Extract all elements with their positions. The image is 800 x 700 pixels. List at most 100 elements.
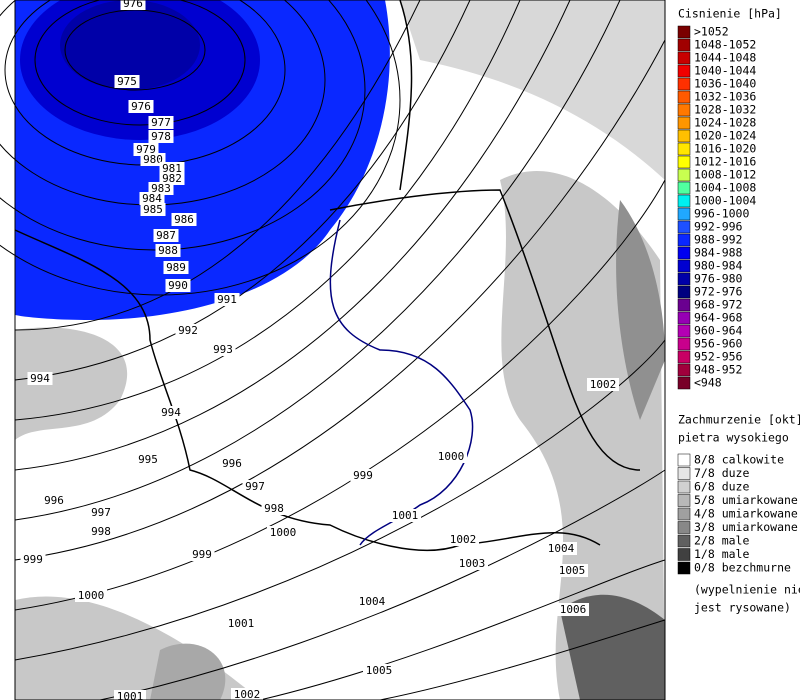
isobar-label-box bbox=[587, 378, 619, 391]
isobar-label-box bbox=[159, 172, 185, 185]
isobar-label-box bbox=[225, 617, 257, 630]
isobar-label: 1000 bbox=[438, 450, 465, 463]
legend-swatch bbox=[677, 507, 691, 521]
isobar-label-box bbox=[389, 509, 421, 522]
isobar-label: 996 bbox=[44, 494, 64, 507]
legend: Cisnienie [hPa] >10521048-10521044-10481… bbox=[668, 0, 800, 700]
isobar-label-box bbox=[447, 533, 479, 546]
legend-label: 972-976 bbox=[694, 285, 743, 299]
isobar-label-box bbox=[158, 406, 184, 419]
legend-swatch bbox=[677, 155, 691, 169]
legend-label: 1024-1028 bbox=[694, 116, 756, 130]
legend-label: 1004-1008 bbox=[694, 181, 756, 195]
isobar-label: 995 bbox=[138, 453, 158, 466]
isobar-label: 998 bbox=[264, 502, 284, 515]
legend-swatch bbox=[677, 259, 691, 273]
isobar-label-box bbox=[140, 153, 166, 166]
legend-swatch bbox=[677, 311, 691, 325]
isobar-label: 979 bbox=[136, 143, 156, 156]
legend-label: <948 bbox=[694, 376, 722, 390]
legend-swatch bbox=[677, 521, 691, 534]
isobar-label: 975 bbox=[117, 75, 137, 88]
legend-label: 1044-1048 bbox=[694, 51, 756, 65]
legend-swatch bbox=[677, 38, 691, 52]
legend-label: 956-960 bbox=[694, 337, 743, 351]
isobar-label-box bbox=[557, 603, 589, 616]
legend-label: 1016-1020 bbox=[694, 142, 756, 156]
legend-label: 960-964 bbox=[694, 324, 743, 338]
legend-label: 1008-1012 bbox=[694, 168, 756, 182]
legend-swatch bbox=[677, 246, 691, 260]
legend-swatch bbox=[677, 480, 691, 494]
isobar-label: 993 bbox=[213, 343, 233, 356]
legend-swatch bbox=[677, 233, 691, 247]
isobar-label: 1004 bbox=[548, 542, 575, 555]
isobar-label-box bbox=[350, 469, 376, 482]
isobar-label: 999 bbox=[23, 553, 43, 566]
isobar-label-box bbox=[27, 372, 53, 385]
borders bbox=[14, 0, 641, 552]
legend-label: 6/8 duze bbox=[694, 480, 749, 494]
isobar-label: 987 bbox=[156, 229, 176, 242]
legend-swatch bbox=[677, 51, 691, 65]
legend-swatch bbox=[677, 181, 691, 195]
legend-label: 952-956 bbox=[694, 350, 743, 364]
legend-note: jest rysowane) bbox=[694, 601, 791, 615]
isobar-label-box bbox=[155, 244, 181, 257]
isobar-label: 976 bbox=[131, 100, 151, 113]
isobar-label: 1000 bbox=[270, 526, 297, 539]
isobar-label: 999 bbox=[353, 469, 373, 482]
legend-label: 968-972 bbox=[694, 298, 742, 312]
isobar-label: 989 bbox=[166, 261, 186, 274]
legend-swatch bbox=[677, 363, 691, 377]
isobar-label-box bbox=[114, 690, 146, 700]
legend-label: 3/8 umiarkowane bbox=[694, 520, 798, 534]
isobar-label-box bbox=[456, 557, 488, 570]
isobar-label-box bbox=[175, 324, 201, 337]
legend-label: 964-968 bbox=[694, 311, 743, 325]
isobar-label-box bbox=[148, 182, 174, 195]
legend-label: 1020-1024 bbox=[694, 129, 756, 143]
isobar-label: 985 bbox=[143, 203, 163, 216]
legend-swatch bbox=[677, 298, 691, 312]
isobar-label-box bbox=[128, 100, 154, 113]
isobar-label: 1004 bbox=[359, 595, 386, 608]
legend-label: 7/8 duze bbox=[694, 466, 749, 480]
isobar-label-box bbox=[135, 453, 161, 466]
isobar-label: 1002 bbox=[590, 378, 617, 391]
isobar-label-box bbox=[41, 494, 67, 507]
isobar-label-box bbox=[88, 506, 114, 519]
isobar-label: 1001 bbox=[392, 509, 419, 522]
legend-label: 1028-1032 bbox=[694, 103, 756, 117]
legend-swatch bbox=[677, 285, 691, 299]
legend-swatch bbox=[677, 350, 691, 364]
legend-title: Zachmurzenie [okt] bbox=[678, 413, 800, 427]
isobar-label-box bbox=[231, 688, 263, 700]
isobar-label: 1005 bbox=[559, 564, 586, 577]
legend-swatch bbox=[677, 453, 691, 467]
legend-swatch bbox=[677, 116, 691, 130]
isobar-label: 1002 bbox=[450, 533, 477, 546]
legend-label: 988-992 bbox=[694, 233, 742, 247]
isobar-label: 977 bbox=[151, 116, 171, 129]
isobar-label-box bbox=[163, 261, 189, 274]
isobar-label-box bbox=[153, 229, 179, 242]
isobar-label: 1003 bbox=[459, 557, 486, 570]
legend-label: 8/8 calkowite bbox=[694, 453, 784, 467]
isobar-label: 994 bbox=[161, 406, 181, 419]
isobar-label-box bbox=[267, 526, 299, 539]
map-frame bbox=[14, 0, 666, 700]
isobar-label: 992 bbox=[178, 324, 198, 337]
isobar-label-box bbox=[219, 457, 245, 470]
legend-label: 1032-1036 bbox=[694, 90, 756, 104]
legend-title: pietra wysokiego bbox=[678, 431, 789, 445]
isobar-label: 996 bbox=[222, 457, 242, 470]
legend-label: 5/8 umiarkowane bbox=[694, 493, 798, 507]
isobar-label: 997 bbox=[91, 506, 111, 519]
isobar-label: 1002 bbox=[234, 688, 261, 700]
legend-swatch bbox=[677, 77, 691, 91]
legend-label: 1012-1016 bbox=[694, 155, 756, 169]
legend-swatch bbox=[677, 467, 691, 480]
isobar-label: 994 bbox=[30, 372, 50, 385]
